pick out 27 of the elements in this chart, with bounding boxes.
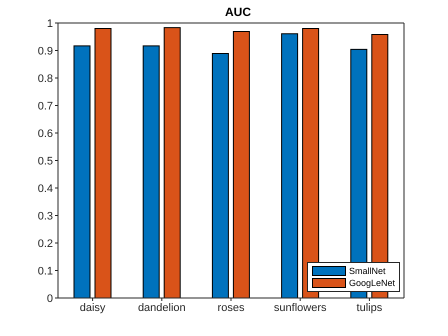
y-tick-label: 0.5: [38, 155, 53, 168]
legend-label: GoogLeNet: [348, 278, 395, 288]
x-tick-label: daisy: [80, 302, 106, 314]
bar: [74, 45, 90, 298]
legend-label: SmallNet: [348, 266, 386, 276]
y-tick-label: 0.9: [38, 45, 53, 58]
x-tick-label: dandelion: [138, 302, 186, 314]
y-tick-label: 0.6: [38, 128, 53, 140]
y-tick-label: 1: [46, 18, 53, 30]
y-tick-label: 0.7: [38, 100, 53, 112]
x-tick-label: tulips: [356, 302, 383, 314]
x-tick-label: sunflowers: [274, 302, 327, 314]
bar: [302, 28, 320, 298]
x-tick-label: roses: [218, 302, 245, 314]
y-tick-label: 0.4: [38, 182, 53, 195]
y-tick-label: 0.1: [38, 265, 53, 278]
bar: [142, 45, 160, 298]
y-tick-label: 0.2: [38, 238, 53, 250]
y-tick-label: 0: [46, 292, 53, 305]
y-tick-label: 0.3: [38, 210, 53, 222]
bar: [94, 28, 112, 298]
bar: [164, 27, 181, 298]
chart-title: AUC: [224, 5, 252, 19]
bar: [281, 33, 298, 298]
bar: [212, 53, 229, 298]
y-tick-label: 0.8: [38, 72, 53, 85]
bar: [232, 31, 250, 298]
